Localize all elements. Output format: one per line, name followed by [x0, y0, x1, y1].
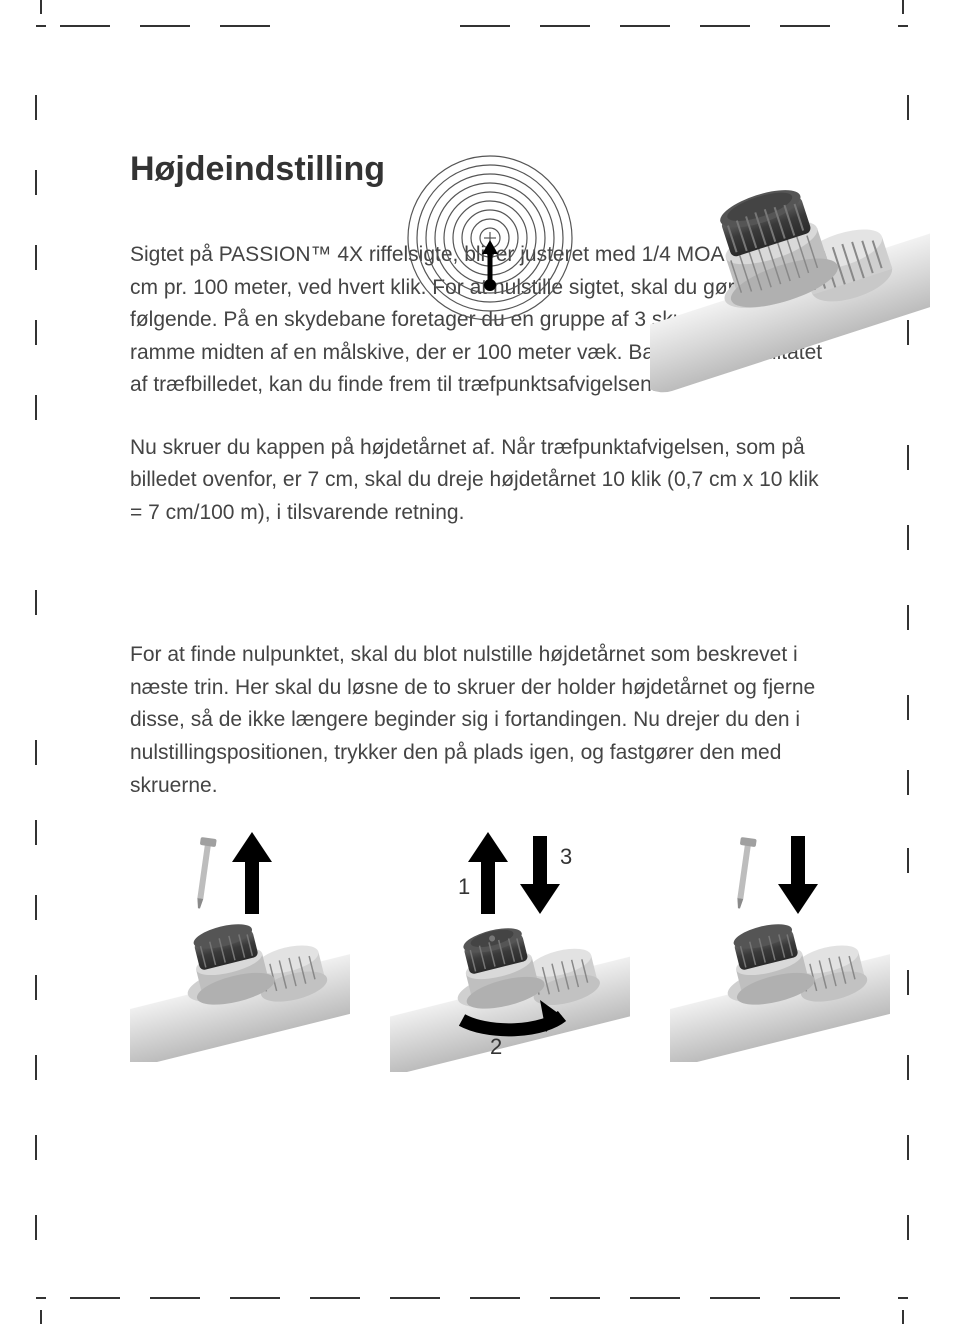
figure-row-bottom: 1 3 2 [130, 832, 890, 1092]
step-label-3: 3 [560, 844, 572, 870]
arrow-down-icon [778, 836, 818, 914]
arrow-up-icon [232, 832, 272, 914]
paragraph-3: For at finde nulpunktet, skal du blot nu… [130, 639, 830, 802]
step-label-1: 1 [458, 874, 470, 900]
step-illustration-2: 1 3 2 [390, 832, 630, 1062]
step-label-2: 2 [490, 1034, 502, 1060]
page-content: Højdeindstilling Sigtet på PASSION™ 4X r… [130, 150, 830, 1092]
step-illustration-3 [670, 832, 890, 1062]
target-diagram [390, 150, 590, 350]
arrow-down-icon [520, 836, 560, 914]
step-illustration-1 [130, 832, 350, 1062]
scope-illustration-top [650, 130, 930, 410]
arrow-up-icon [468, 832, 508, 914]
paragraph-2: Nu skruer du kappen på højdetårnet af. N… [130, 432, 830, 530]
